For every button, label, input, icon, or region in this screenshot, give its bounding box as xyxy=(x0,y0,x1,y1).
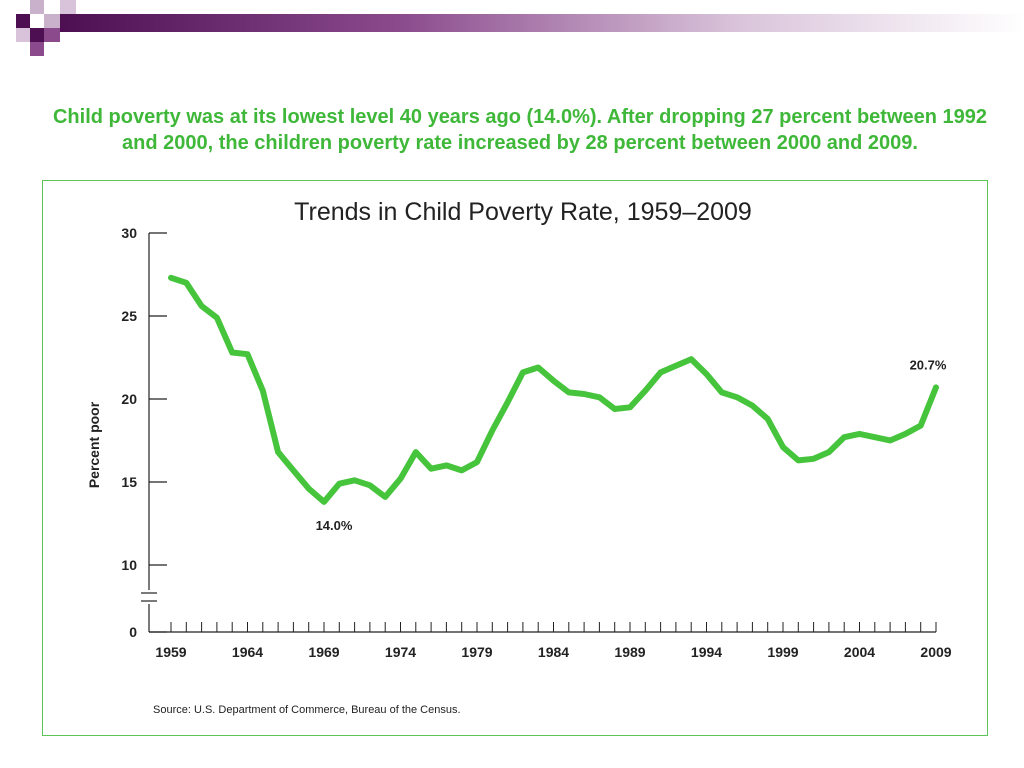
banner-squares-decoration xyxy=(16,0,76,56)
chart-frame xyxy=(42,180,988,736)
slide-headline: Child poverty was at its lowest level 40… xyxy=(52,106,988,154)
slide-banner xyxy=(16,0,1024,56)
banner-bar xyxy=(60,14,1024,32)
